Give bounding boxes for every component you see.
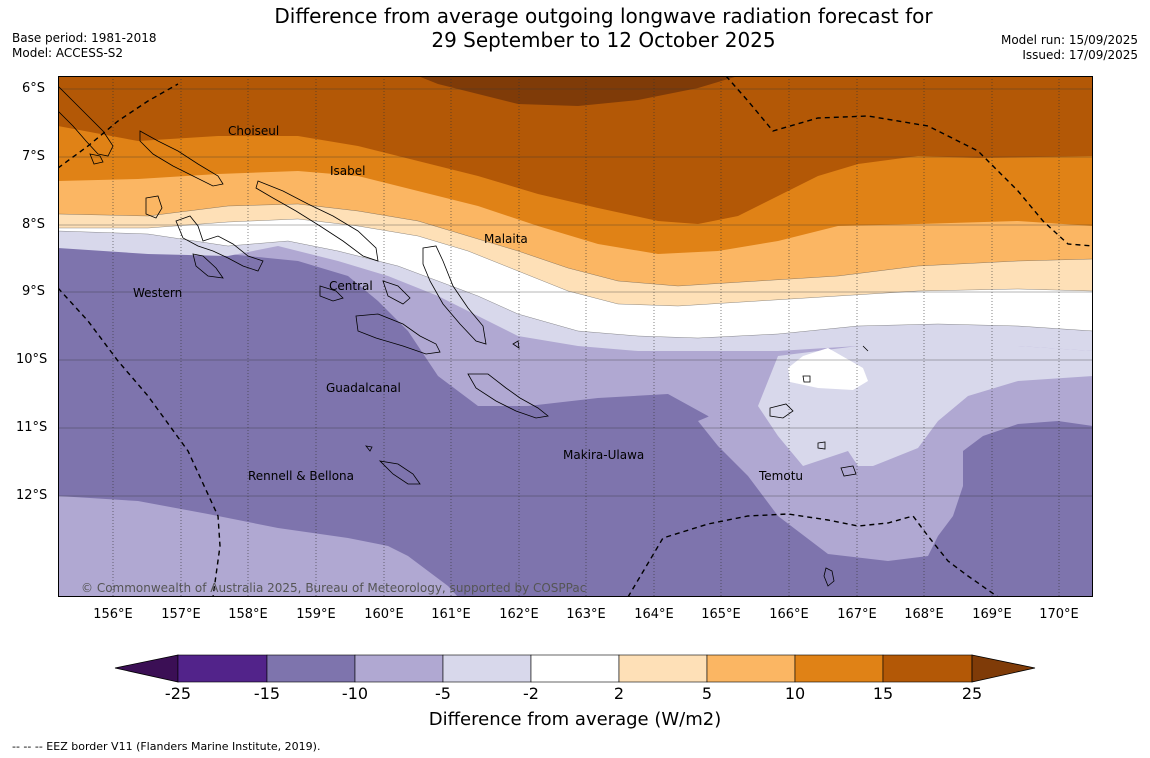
colorbar-segment <box>266 654 356 683</box>
province-label: Rennell & Bellona <box>248 469 354 483</box>
colorbar-tick: 2 <box>613 684 625 703</box>
colorbar-segment <box>177 654 268 683</box>
shortland-islands <box>89 153 104 165</box>
lon-label: 157°E <box>161 607 201 622</box>
russell-islands <box>382 280 411 305</box>
province-label: Western <box>133 286 182 300</box>
lat-label: 12°S <box>16 488 48 503</box>
colorbar-low-extension <box>114 654 179 683</box>
province-label: Choiseul <box>228 124 279 138</box>
colorbar-tick: -15 <box>253 684 281 703</box>
duff-islands <box>862 345 869 352</box>
copyright-notice: © Commonwealth of Australia 2025, Bureau… <box>81 581 586 595</box>
lon-label: 159°E <box>296 607 336 622</box>
province-label: Central <box>329 279 373 293</box>
colorbar-tick: -2 <box>523 684 539 703</box>
lon-label: 168°E <box>904 607 944 622</box>
issued-date: Issued: 17/09/2025 <box>1022 48 1138 62</box>
colorbar-tick: -10 <box>341 684 369 703</box>
run-info: Model run: 15/09/2025 Issued: 17/09/2025 <box>1001 33 1138 63</box>
colorbar-segment <box>794 654 884 683</box>
colorbar-title: Difference from average (W/m2) <box>428 709 722 730</box>
lon-label: 165°E <box>701 607 741 622</box>
makira-island <box>467 373 549 419</box>
band-above-25 <box>418 76 738 106</box>
lat-label: 7°S <box>22 149 46 164</box>
colorbar-segment <box>530 654 620 683</box>
contour-lines <box>58 203 1093 339</box>
lon-label: 162°E <box>499 607 539 622</box>
latitude-lines <box>58 88 1093 497</box>
lon-label: 158°E <box>228 607 268 622</box>
map-title: Difference from average outgoing longwav… <box>0 4 1150 52</box>
colorbar-segment <box>442 654 532 683</box>
reef-islands <box>802 375 811 383</box>
lat-label: 9°S <box>22 284 46 299</box>
lon-label: 163°E <box>566 607 606 622</box>
malaita-island <box>422 245 487 345</box>
tikopia-island <box>823 567 835 587</box>
colorbar-segment <box>706 654 796 683</box>
map-frame <box>58 76 1093 597</box>
province-label: Makira-Ulawa <box>563 448 644 462</box>
ulawa-island <box>512 340 520 349</box>
base-period: Base period: 1981-2018 <box>12 31 157 45</box>
colorbar-segment <box>618 654 708 683</box>
santa-cruz-island <box>769 403 794 419</box>
utupua-island <box>817 441 826 450</box>
new-georgia-islands <box>175 215 264 272</box>
band-minus10-minus5-south <box>58 496 458 597</box>
title-line-1: Difference from average outgoing longwav… <box>274 4 933 28</box>
province-label: Temotu <box>758 469 803 483</box>
lon-label: 167°E <box>837 607 877 622</box>
olr-anomaly-map: Choiseul Isabel Malaita Western Central … <box>58 76 1093 597</box>
guadalcanal-island <box>355 313 441 355</box>
colorbar <box>114 654 1036 683</box>
colorbar-high-extension <box>971 654 1036 683</box>
colorbar-tick: 25 <box>961 684 983 703</box>
lon-label: 169°E <box>972 607 1012 622</box>
rennell-island <box>378 460 421 485</box>
lat-label: 8°S <box>22 217 46 232</box>
florida-islands <box>319 285 344 302</box>
eez-footnote: -- -- -- EEZ border V11 (Flanders Marine… <box>12 740 321 753</box>
lon-label: 156°E <box>93 607 133 622</box>
colorbar-segment <box>354 654 444 683</box>
colorbar-tick: 5 <box>701 684 713 703</box>
vella-lavella-island <box>145 195 163 219</box>
band-plus15-plus25 <box>58 76 1093 224</box>
olr-white-patch <box>788 348 868 390</box>
colorbar-tick: -25 <box>164 684 192 703</box>
lon-label: 164°E <box>634 607 674 622</box>
province-label: Isabel <box>330 164 365 178</box>
coastlines <box>58 85 869 587</box>
base-info: Base period: 1981-2018 Model: ACCESS-S2 <box>12 31 157 61</box>
bellona-island <box>365 445 373 452</box>
eez-border <box>58 76 1093 597</box>
colorbar-tick: 15 <box>872 684 894 703</box>
lat-label: 6°S <box>22 81 46 96</box>
lon-label: 170°E <box>1039 607 1079 622</box>
lon-label: 160°E <box>364 607 404 622</box>
colorbar-segment <box>882 654 973 683</box>
choiseul-island <box>139 130 224 187</box>
model-run: Model run: 15/09/2025 <box>1000 33 1138 47</box>
bougainville-island <box>58 85 114 157</box>
lat-label: 11°S <box>16 420 48 435</box>
vanikoro-island <box>840 465 857 477</box>
province-label: Guadalcanal <box>326 381 401 395</box>
title-line-2: 29 September to 12 October 2025 <box>431 28 776 52</box>
lat-label: 10°S <box>16 352 48 367</box>
rendova-island <box>192 253 224 279</box>
lon-label: 166°E <box>769 607 809 622</box>
model-name: Model: ACCESS-S2 <box>12 46 124 60</box>
colorbar-tick: 10 <box>784 684 806 703</box>
colorbar-tick: -5 <box>435 684 451 703</box>
isabel-island <box>255 180 379 262</box>
lon-label: 161°E <box>431 607 471 622</box>
province-label: Malaita <box>484 232 528 246</box>
